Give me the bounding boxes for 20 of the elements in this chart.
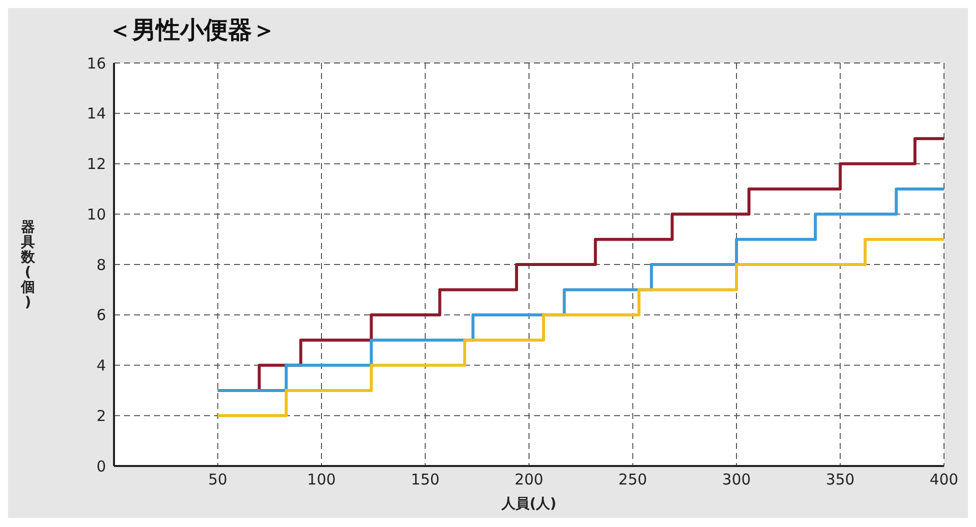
x-tick-label: 200 — [514, 470, 544, 489]
x-tick-label: 150 — [410, 470, 440, 489]
y-tick-label: 12 — [86, 155, 106, 174]
x-tick-label: 250 — [618, 470, 648, 489]
chart-title: ＜男性小便器＞ — [108, 15, 276, 46]
x-tick-label: 350 — [826, 470, 855, 489]
y-tick-label: 4 — [96, 356, 106, 375]
y-tick-label: 2 — [96, 406, 106, 425]
x-axis-title: 人員(人) — [500, 496, 556, 512]
y-tick-label: 16 — [86, 54, 106, 72]
x-tick-label: 400 — [930, 470, 958, 489]
x-tick-label: 100 — [307, 470, 336, 489]
y-tick-label: 10 — [86, 205, 106, 224]
y-tick-label: 6 — [96, 306, 106, 324]
y-tick-label: 0 — [96, 457, 106, 476]
y-tick-label: 8 — [96, 256, 106, 274]
y-tick-label: 14 — [86, 104, 106, 123]
y-axis-title: 器具数(個) — [20, 220, 36, 310]
x-tick-label: 50 — [208, 470, 228, 489]
x-tick-label: 300 — [722, 470, 751, 489]
